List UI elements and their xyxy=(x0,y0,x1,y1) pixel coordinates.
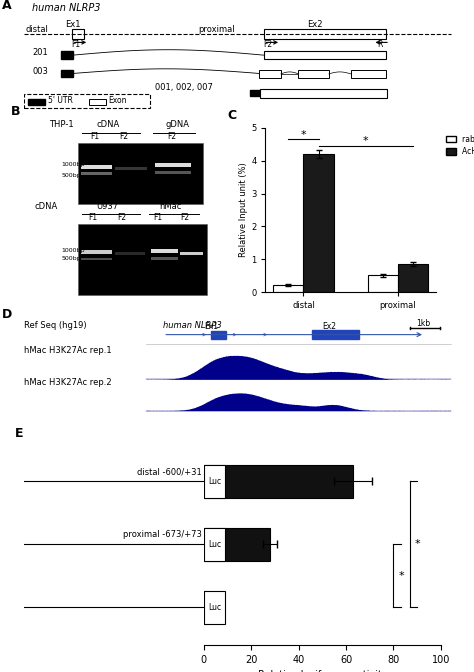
Text: hMac H3K27Ac rep.2: hMac H3K27Ac rep.2 xyxy=(24,378,111,386)
Bar xyxy=(89,99,106,105)
Text: distal: distal xyxy=(26,25,49,34)
Text: Ex1: Ex1 xyxy=(205,322,219,331)
Bar xyxy=(81,165,112,169)
Text: Ref Seq (hg19): Ref Seq (hg19) xyxy=(24,321,86,331)
Bar xyxy=(61,52,73,59)
Text: cDNA: cDNA xyxy=(97,120,120,128)
Text: 003: 003 xyxy=(32,67,48,76)
Text: F2: F2 xyxy=(264,40,273,49)
Text: F2: F2 xyxy=(168,132,177,141)
Text: F1: F1 xyxy=(88,213,98,222)
Text: 500bp: 500bp xyxy=(61,173,81,178)
Bar xyxy=(204,528,270,560)
Text: 1000bp: 1000bp xyxy=(61,248,85,253)
Text: R: R xyxy=(377,40,383,49)
Text: human NLRP3: human NLRP3 xyxy=(32,3,101,13)
Text: Exon: Exon xyxy=(109,96,127,105)
Text: B: B xyxy=(11,106,21,118)
Bar xyxy=(24,93,150,108)
Text: Ex1: Ex1 xyxy=(65,20,81,29)
Text: 201: 201 xyxy=(32,48,48,57)
Bar xyxy=(81,250,112,254)
Text: proximal: proximal xyxy=(198,25,235,34)
Bar xyxy=(204,465,225,498)
Bar xyxy=(72,29,84,38)
Bar xyxy=(264,51,386,59)
Bar xyxy=(180,251,203,255)
Text: *: * xyxy=(301,130,306,140)
Text: Ex2: Ex2 xyxy=(307,20,323,29)
Bar xyxy=(204,465,353,498)
Bar xyxy=(78,224,207,294)
Bar xyxy=(151,249,178,253)
Bar xyxy=(260,89,386,97)
Bar xyxy=(116,252,145,255)
Text: *: * xyxy=(398,571,404,581)
Text: distal -600/+31: distal -600/+31 xyxy=(137,467,202,476)
Text: 500bp: 500bp xyxy=(61,257,81,261)
Bar xyxy=(273,285,303,292)
Text: *: * xyxy=(415,540,420,549)
Bar xyxy=(204,591,225,624)
Bar xyxy=(116,167,147,170)
Bar xyxy=(151,257,178,259)
Text: F2: F2 xyxy=(119,132,129,141)
Bar xyxy=(204,528,225,560)
Text: hMac: hMac xyxy=(159,202,182,211)
Bar xyxy=(61,70,73,77)
Bar xyxy=(211,331,227,339)
Bar xyxy=(398,264,428,292)
Text: D: D xyxy=(2,308,12,321)
Text: C: C xyxy=(228,110,237,122)
Bar xyxy=(368,276,398,292)
Bar xyxy=(303,154,334,292)
Legend: rabbit IgG, AcH3K9 Ab: rabbit IgG, AcH3K9 Ab xyxy=(443,132,474,159)
Bar xyxy=(81,172,112,175)
Bar xyxy=(155,171,191,173)
Bar xyxy=(28,99,45,105)
Text: Luc: Luc xyxy=(208,477,221,486)
Bar xyxy=(250,90,260,96)
Text: E: E xyxy=(15,427,23,440)
Text: THP-1: THP-1 xyxy=(49,120,73,128)
Bar xyxy=(78,143,203,204)
Text: hMac H3K27Ac rep.1: hMac H3K27Ac rep.1 xyxy=(24,346,111,355)
Text: F1: F1 xyxy=(91,132,100,141)
Text: proximal -673/+73: proximal -673/+73 xyxy=(123,530,202,539)
Text: cDNA: cDNA xyxy=(34,202,57,211)
Text: human NLRP3: human NLRP3 xyxy=(163,321,222,331)
Bar xyxy=(155,163,191,167)
Text: U937: U937 xyxy=(97,202,119,211)
Bar xyxy=(299,70,329,77)
Bar xyxy=(204,591,206,624)
Bar xyxy=(351,70,386,77)
Text: F1: F1 xyxy=(153,213,162,222)
X-axis label: Relative luciferase activity: Relative luciferase activity xyxy=(257,671,387,672)
Bar xyxy=(264,29,386,38)
Text: 1kb: 1kb xyxy=(416,319,430,328)
Bar xyxy=(81,258,112,261)
Text: Luc: Luc xyxy=(208,540,221,549)
Text: Ex2: Ex2 xyxy=(322,322,337,331)
Text: F1: F1 xyxy=(72,40,81,49)
Text: Luc: Luc xyxy=(208,603,221,612)
Text: A: A xyxy=(2,0,11,11)
Text: F2: F2 xyxy=(118,213,127,222)
Text: 001, 002, 007: 001, 002, 007 xyxy=(155,83,212,91)
Bar xyxy=(259,70,281,77)
Y-axis label: Relative Input unit (%): Relative Input unit (%) xyxy=(239,163,248,257)
Text: 5' UTR: 5' UTR xyxy=(48,96,73,105)
Text: 1000bp: 1000bp xyxy=(61,162,85,167)
Bar xyxy=(311,330,359,339)
Text: F2: F2 xyxy=(180,213,189,222)
Text: gDNA: gDNA xyxy=(165,120,190,128)
Text: *: * xyxy=(363,136,369,146)
